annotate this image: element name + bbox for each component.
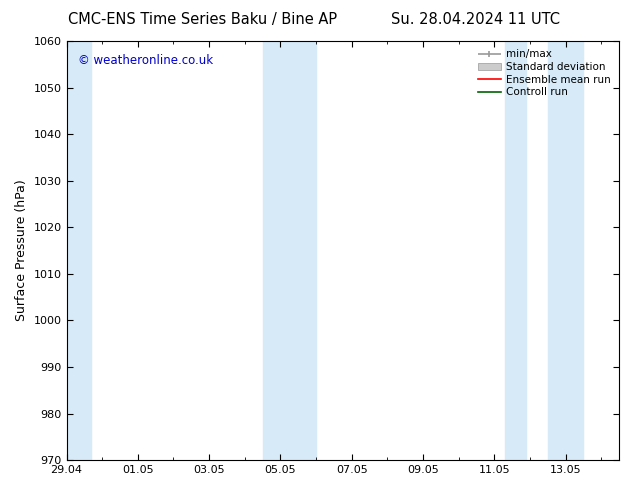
Y-axis label: Surface Pressure (hPa): Surface Pressure (hPa) — [15, 180, 28, 321]
Bar — [262, 41, 316, 460]
Text: © weatheronline.co.uk: © weatheronline.co.uk — [77, 53, 213, 67]
Bar — [505, 41, 526, 460]
Legend: min/max, Standard deviation, Ensemble mean run, Controll run: min/max, Standard deviation, Ensemble me… — [475, 46, 614, 100]
Text: Su. 28.04.2024 11 UTC: Su. 28.04.2024 11 UTC — [391, 12, 560, 27]
Bar — [67, 41, 91, 460]
Bar — [548, 41, 583, 460]
Text: CMC-ENS Time Series Baku / Bine AP: CMC-ENS Time Series Baku / Bine AP — [68, 12, 337, 27]
